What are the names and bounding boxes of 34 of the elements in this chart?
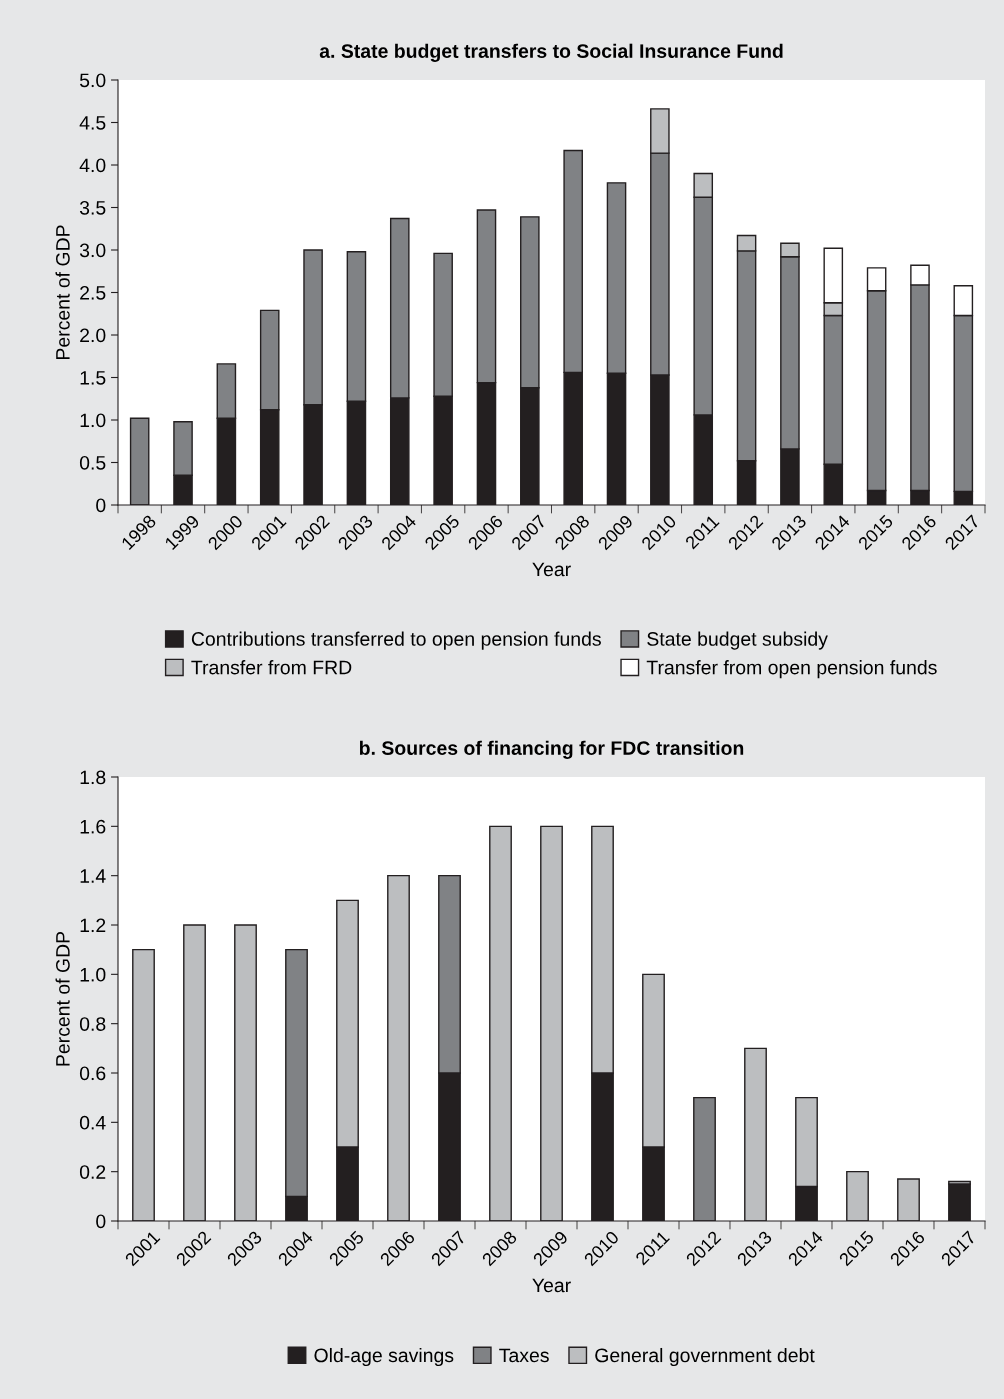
legend-label: Taxes xyxy=(499,1348,549,1363)
legend-label: State budget subsidy xyxy=(647,631,828,650)
y-tick-label: 2.5 xyxy=(80,285,106,300)
y-tick-label: 1.2 xyxy=(80,918,106,933)
chart-title: b. Sources of financing for FDC transition xyxy=(359,740,744,759)
legend-label: Contributions transferred to open pension funds xyxy=(191,631,601,650)
y-tick-label: 0.2 xyxy=(79,1165,106,1179)
y-axis-title: Percent of GDP xyxy=(55,225,70,359)
legend-label: Old-age savings xyxy=(314,1347,454,1367)
y-tick-label: 4.0 xyxy=(79,158,106,173)
y-tick-label: 0.5 xyxy=(79,455,106,470)
y-tick-label: 0.6 xyxy=(79,1066,106,1081)
x-axis-title: Year xyxy=(532,562,571,577)
y-tick-label: 3.5 xyxy=(79,200,106,215)
y-tick-label: 5.0 xyxy=(79,73,106,88)
legend-label: Transfer from FRD xyxy=(191,660,352,675)
y-tick-label: 2.0 xyxy=(80,328,106,343)
y-tick-label: 0 xyxy=(96,498,106,513)
y-tick-label: 0 xyxy=(96,1214,106,1229)
chart-title: a. State budget transfers to Social Insurance Fund xyxy=(319,43,783,62)
y-axis-title: Percent of GDP xyxy=(55,931,70,1066)
y-tick-label: 4.5 xyxy=(79,116,106,130)
x-axis-title: Year xyxy=(532,1278,571,1293)
y-tick-label: 3.0 xyxy=(79,243,106,258)
y-tick-label: 1.6 xyxy=(80,819,106,834)
y-tick-label: 0.8 xyxy=(79,1017,106,1031)
y-tick-label: 1.4 xyxy=(80,869,106,883)
y-tick-label: 1.0 xyxy=(80,413,106,428)
y-tick-label: 1.8 xyxy=(80,770,106,785)
y-tick-label: 0.4 xyxy=(79,1115,106,1130)
y-tick-label: 1.0 xyxy=(80,967,106,982)
legend-label: Transfer from open pension funds xyxy=(646,660,937,679)
legend-label: General government debt xyxy=(595,1347,815,1367)
y-tick-label: 1.5 xyxy=(80,371,106,385)
